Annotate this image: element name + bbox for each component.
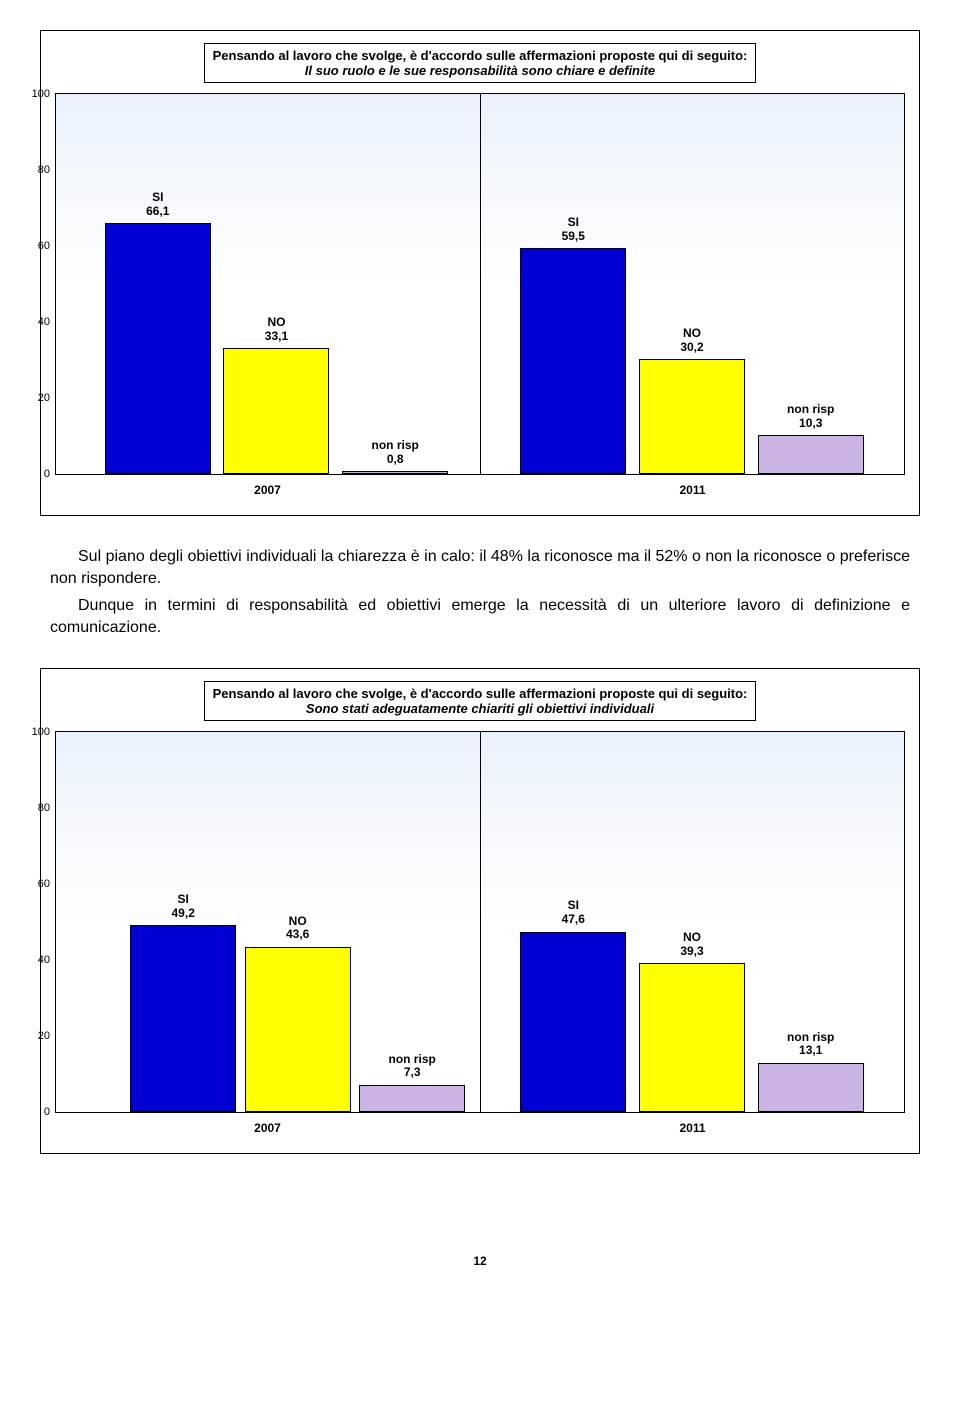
y-tick-label: 0 [44, 1106, 50, 1118]
x-category-label: 2011 [480, 477, 905, 507]
y-tick-label: 40 [38, 316, 50, 328]
body-text: Sul piano degli obiettivi individuali la… [50, 546, 910, 638]
chart-title-line2: Il suo ruolo e le sue responsabilità son… [213, 63, 748, 78]
bar-no [223, 348, 329, 474]
y-tick-label: 80 [38, 802, 50, 814]
bar-si [105, 223, 211, 474]
bar-si [520, 932, 626, 1113]
bar-label: SI49,2 [172, 893, 195, 921]
x-category-label: 2007 [55, 1115, 480, 1145]
y-tick-label: 60 [38, 878, 50, 890]
bar-label: non risp13,1 [787, 1031, 834, 1059]
bar-no [639, 963, 745, 1112]
y-tick-label: 100 [32, 88, 50, 100]
bar-non-risp [342, 471, 448, 474]
bar-no [639, 359, 745, 474]
bar-non-risp [758, 435, 864, 474]
bar-label: SI66,1 [146, 191, 169, 219]
bar-label: NO30,2 [680, 327, 703, 355]
y-tick-label: 20 [38, 1030, 50, 1042]
bar-si [520, 248, 626, 474]
group-divider [480, 94, 481, 475]
bar-label: non risp7,3 [388, 1053, 435, 1081]
bar-label: NO43,6 [286, 915, 309, 943]
y-tick-label: 20 [38, 392, 50, 404]
page-number: 12 [40, 1254, 920, 1268]
bar-no [245, 947, 351, 1113]
chart-title-line1: Pensando al lavoro che svolge, è d'accor… [213, 686, 748, 701]
plot-area-2: 020406080100SI49,2NO43,6non risp7,3SI47,… [55, 731, 905, 1113]
bar-label: non risp10,3 [787, 403, 834, 431]
chart-title-line2: Sono stati adeguatamente chiariti gli ob… [213, 701, 748, 716]
chart-1: Pensando al lavoro che svolge, è d'accor… [40, 30, 920, 516]
chart-title: Pensando al lavoro che svolge, è d'accor… [204, 681, 757, 721]
group-divider [480, 732, 481, 1113]
bar-non-risp [359, 1085, 465, 1113]
bar-label: NO33,1 [265, 316, 288, 344]
bar-label: SI47,6 [562, 899, 585, 927]
x-category-label: 2007 [55, 477, 480, 507]
bar-non-risp [758, 1063, 864, 1113]
plot-wrap-2: 020406080100SI49,2NO43,6non risp7,3SI47,… [55, 731, 905, 1145]
bar-label: NO39,3 [680, 931, 703, 959]
chart-2: Pensando al lavoro che svolge, è d'accor… [40, 668, 920, 1154]
paragraph-2: Dunque in termini di responsabilità ed o… [50, 595, 910, 638]
chart-title: Pensando al lavoro che svolge, è d'accor… [204, 43, 757, 83]
bar-si [130, 925, 236, 1112]
y-tick-label: 80 [38, 164, 50, 176]
y-tick-label: 40 [38, 954, 50, 966]
chart-title-line1: Pensando al lavoro che svolge, è d'accor… [213, 48, 748, 63]
y-tick-label: 100 [32, 726, 50, 738]
plot-area-1: 020406080100SI66,1NO33,1non risp0,8SI59,… [55, 93, 905, 475]
plot-wrap-1: 020406080100SI66,1NO33,1non risp0,8SI59,… [55, 93, 905, 507]
paragraph-1: Sul piano degli obiettivi individuali la… [50, 546, 910, 589]
y-tick-label: 60 [38, 240, 50, 252]
y-tick-label: 0 [44, 468, 50, 480]
bar-label: SI59,5 [562, 216, 585, 244]
bar-label: non risp0,8 [372, 439, 419, 467]
x-category-label: 2011 [480, 1115, 905, 1145]
